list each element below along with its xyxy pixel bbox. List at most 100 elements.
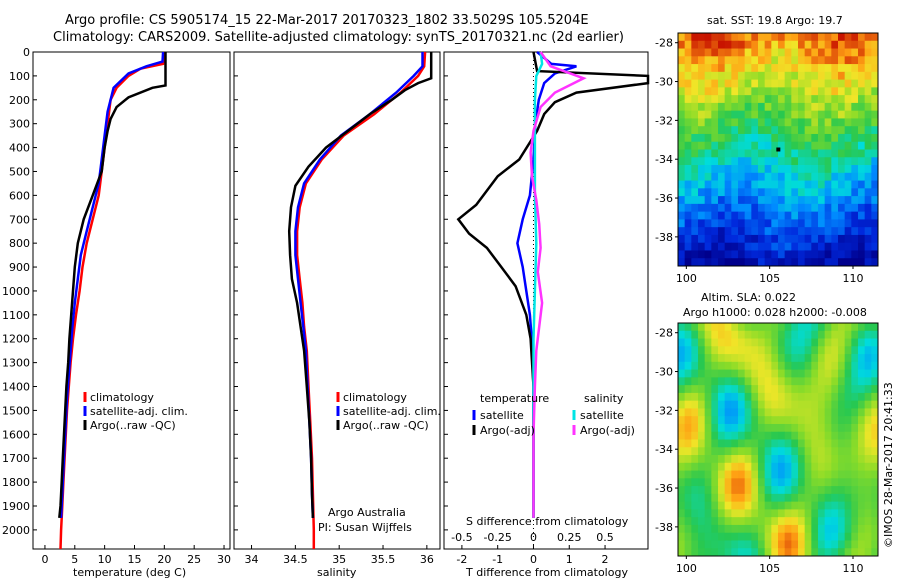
map-cell xyxy=(864,165,872,174)
map-cell xyxy=(751,126,759,135)
map-cell xyxy=(864,211,872,220)
map-cell xyxy=(678,149,686,158)
map-cell xyxy=(731,172,739,181)
map-cell xyxy=(751,250,759,259)
map-cell xyxy=(811,126,819,135)
map-cell xyxy=(718,493,726,503)
map-cell xyxy=(678,126,686,135)
map-cell xyxy=(764,110,772,119)
map-cell xyxy=(691,470,699,479)
map-cell xyxy=(838,250,846,259)
map-cell xyxy=(778,196,786,205)
map-cell xyxy=(864,423,872,433)
map-cell xyxy=(764,346,772,355)
map-cell xyxy=(758,361,766,370)
map-cell xyxy=(858,48,866,57)
map-cell xyxy=(744,48,752,57)
map-cell xyxy=(818,423,826,433)
map-cell xyxy=(838,242,846,251)
map-cell xyxy=(764,385,772,394)
map-cell xyxy=(864,548,872,557)
map-cell xyxy=(784,377,792,386)
map-cell xyxy=(698,211,706,220)
map-cell xyxy=(758,408,766,417)
map-cell xyxy=(684,118,692,127)
temperature-panel: 0100200300400500600700800900100011001200… xyxy=(2,46,231,566)
map-cell xyxy=(724,338,732,347)
map-cell xyxy=(758,33,766,42)
map-cell xyxy=(804,242,812,251)
map-cell xyxy=(838,196,846,205)
map-cell xyxy=(684,188,692,197)
map-cell xyxy=(811,250,819,259)
plot-frame xyxy=(233,51,441,550)
map-cell xyxy=(731,369,739,378)
map-cell xyxy=(751,400,759,409)
map-cell xyxy=(838,40,846,49)
map-cell xyxy=(684,180,692,189)
map-cell xyxy=(811,447,819,456)
map-cell xyxy=(724,493,732,503)
map-cell xyxy=(844,48,852,57)
map-cell xyxy=(818,211,826,220)
map-cell xyxy=(751,188,759,197)
x-tick-label: 34 xyxy=(245,553,259,566)
map-cell xyxy=(718,423,726,433)
map-cell xyxy=(744,408,752,417)
map-cell xyxy=(838,455,846,464)
map-cell xyxy=(824,400,832,409)
map-cell xyxy=(751,110,759,119)
map-cell xyxy=(818,408,826,417)
map-cell xyxy=(811,385,819,394)
map-cell xyxy=(718,532,726,541)
map-cell xyxy=(864,517,872,526)
map-cell xyxy=(784,95,792,104)
map-cell xyxy=(678,493,686,503)
map-cell xyxy=(731,196,739,205)
map-cell xyxy=(791,478,799,487)
map-cell xyxy=(864,447,872,456)
map-cell xyxy=(871,455,879,464)
map-cell xyxy=(838,323,846,332)
map-cell xyxy=(751,56,759,65)
map-cell xyxy=(778,40,786,49)
map-cell xyxy=(851,392,859,402)
map-cell xyxy=(731,408,739,417)
map-cell xyxy=(838,493,846,503)
y-tick-label: 1400 xyxy=(2,381,30,394)
map-cell xyxy=(704,377,712,386)
map-cell xyxy=(778,211,786,220)
map-cell xyxy=(811,64,819,73)
map-cell xyxy=(711,118,719,127)
map-cell xyxy=(711,149,719,158)
map-cell xyxy=(758,338,766,347)
map-cell xyxy=(744,126,752,135)
map-cell xyxy=(724,258,732,267)
map-cell xyxy=(678,203,686,213)
map-cell xyxy=(691,118,699,127)
map-cell xyxy=(838,141,846,150)
map-cell xyxy=(864,501,872,510)
map-cell xyxy=(791,532,799,541)
map-cell xyxy=(771,40,779,49)
x-tick-label: -2 xyxy=(456,553,467,566)
map-cell xyxy=(811,377,819,386)
map-cell xyxy=(724,385,732,394)
salinity-panel: 34 34.5 35 35.5 36climatologysatellite-adj. … xyxy=(233,51,441,566)
map-cell xyxy=(744,377,752,386)
map-cell xyxy=(724,234,732,244)
map-cell xyxy=(871,447,879,456)
map-cell xyxy=(844,172,852,181)
map-cell xyxy=(864,462,872,471)
map-cell xyxy=(871,64,879,73)
map-cell xyxy=(744,234,752,244)
map-cell xyxy=(698,157,706,166)
map-cell xyxy=(824,211,832,220)
map-y-tick-label: -36 xyxy=(655,192,673,205)
s-tick-label: 0.5 xyxy=(596,531,614,544)
map-cell xyxy=(804,141,812,150)
map-cell xyxy=(731,79,739,88)
map-cell xyxy=(678,188,686,197)
map-cell xyxy=(718,354,726,363)
map-cell xyxy=(804,48,812,57)
